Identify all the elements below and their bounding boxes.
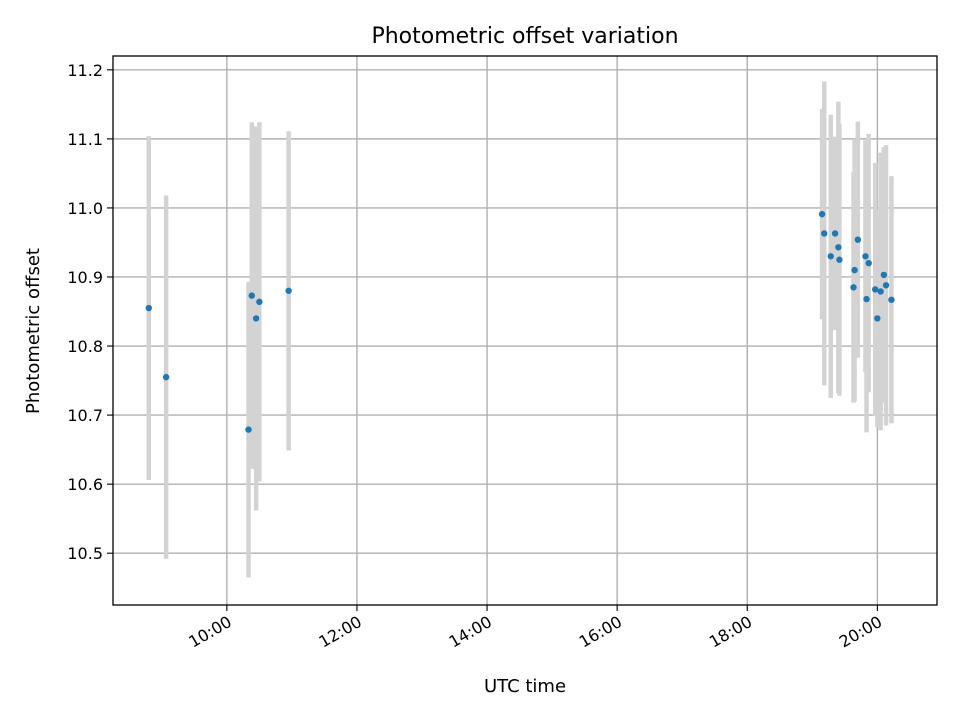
y-tick-label: 11.0 <box>67 199 103 218</box>
data-point <box>882 282 890 289</box>
data-point <box>831 230 839 237</box>
data-point <box>162 373 170 381</box>
data-point <box>248 292 255 299</box>
data-points <box>145 210 895 433</box>
data-point <box>874 315 881 322</box>
data-point <box>818 210 826 218</box>
y-tick-label: 10.8 <box>67 337 103 356</box>
data-point <box>850 284 857 291</box>
data-point <box>827 253 834 260</box>
chart-title: Photometric offset variation <box>371 24 678 49</box>
y-axis-ticks: 10.5 10.6 10.7 10.8 10.9 11.0 11.1 11.2 <box>67 61 113 563</box>
data-point <box>245 426 252 433</box>
data-point <box>863 295 870 303</box>
y-tick-label: 10.7 <box>67 406 103 425</box>
x-axis-label: UTC time <box>484 676 566 697</box>
y-tick-label: 10.9 <box>67 268 103 287</box>
data-point <box>872 286 879 293</box>
data-point <box>854 236 862 243</box>
data-point <box>877 288 884 295</box>
data-point <box>835 244 842 251</box>
data-point <box>252 315 260 322</box>
data-point <box>256 298 263 306</box>
data-point <box>880 271 888 279</box>
data-point <box>888 296 895 303</box>
y-axis-label: Photometric offset <box>23 248 44 414</box>
data-point <box>821 230 828 237</box>
y-tick-label: 11.1 <box>67 130 103 149</box>
data-point <box>865 259 872 267</box>
plot-frame <box>112 55 938 606</box>
data-point <box>862 253 869 260</box>
data-point <box>836 256 843 263</box>
data-point <box>285 287 292 294</box>
y-tick-label: 10.5 <box>67 544 103 563</box>
data-point <box>145 304 152 312</box>
y-tick-label: 11.2 <box>67 61 103 80</box>
data-point <box>851 266 858 274</box>
y-tick-label: 10.6 <box>67 475 103 494</box>
